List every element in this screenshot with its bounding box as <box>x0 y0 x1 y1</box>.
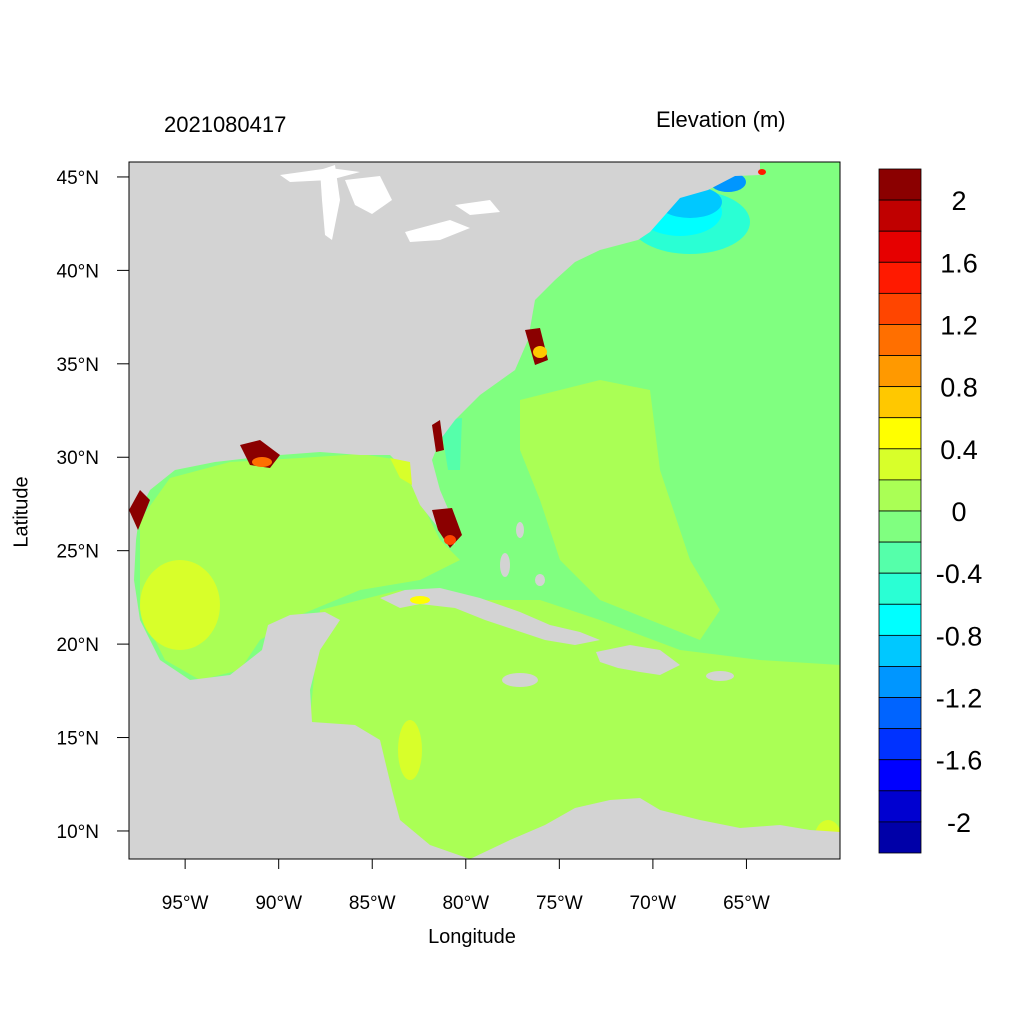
colorbar-label: -0.8 <box>936 621 983 651</box>
x-tick-label: 90°W <box>255 893 302 914</box>
lake-erie <box>405 220 470 242</box>
variable-title: Elevation (m) <box>656 107 786 132</box>
x-tick-label: 65°W <box>723 893 770 914</box>
central-america-coast-patch <box>398 720 422 780</box>
colorbar-swatch <box>878 790 922 823</box>
great-lakes <box>280 165 500 242</box>
pamlico-surge-core <box>533 346 547 358</box>
bahamas-island <box>535 574 545 586</box>
texas-surge <box>129 490 150 530</box>
colorbar-label: 2 <box>951 186 966 216</box>
y-tick-label: 30°N <box>57 448 99 469</box>
y-tick-label: 10°N <box>57 822 99 843</box>
y-tick-label: 40°N <box>57 261 99 282</box>
gulf-of-mexico <box>140 454 460 680</box>
colorbar: 2 1.6 1.2 0.8 0.4 0 -0.4 -0.8 -1.2 -1.6 -2 <box>878 168 983 854</box>
caribbean-sea <box>310 590 840 859</box>
bahamas-island <box>500 553 510 577</box>
colorbar-swatch <box>878 479 922 512</box>
colorbar-label: -1.2 <box>936 684 983 714</box>
x-tick-label: 85°W <box>349 893 396 914</box>
colorbar-swatch <box>878 261 922 294</box>
cuba <box>380 588 600 645</box>
colorbar-swatch <box>878 821 922 854</box>
colorbar-swatch <box>878 324 922 356</box>
nova-scotia-surge <box>758 169 766 175</box>
colorbar-label: -2 <box>947 808 971 838</box>
map-frame <box>128 161 841 860</box>
colorbar-label: 0.4 <box>940 435 978 465</box>
colorbar-swatch <box>878 572 922 605</box>
y-tick-label: 15°N <box>57 729 99 750</box>
colorbar-swatch <box>878 759 922 792</box>
x-axis-label: Longitude <box>428 926 516 948</box>
florida-keys-surge <box>444 535 456 545</box>
colorbar-swatch <box>878 666 922 698</box>
colorbar-swatch <box>878 634 922 667</box>
colorbar-swatch <box>878 448 922 481</box>
colorbar-swatch <box>878 168 922 201</box>
colorbar-swatch <box>878 292 922 325</box>
y-axis-ticks: 45°N 40°N 35°N 30°N 25°N 20°N 15°N 10°N <box>57 168 129 843</box>
south-america <box>470 798 840 859</box>
lake-michigan <box>320 165 340 240</box>
puerto-rico <box>706 671 734 681</box>
colorbar-label: 1.2 <box>940 310 978 340</box>
x-tick-label: 70°W <box>630 893 677 914</box>
colorbar-swatch <box>878 386 922 419</box>
colorbar-swatch <box>878 230 922 263</box>
western-gulf-patch <box>140 560 220 650</box>
colorbar-label: 0.8 <box>940 373 978 403</box>
big-bend-surge <box>390 458 412 485</box>
y-tick-label: 20°N <box>57 635 99 656</box>
coastal-surge <box>129 169 766 604</box>
jamaica <box>502 673 538 687</box>
louisiana-surge-core <box>252 457 272 467</box>
x-tick-label: 75°W <box>536 893 583 914</box>
colorbar-swatch <box>878 728 922 761</box>
colorbar-swatch <box>878 417 922 450</box>
hispaniola <box>596 645 680 675</box>
colorbar-swatch <box>878 697 922 730</box>
cuba-north-surge <box>410 596 430 604</box>
lake-ontario <box>455 200 500 215</box>
colorbar-swatch <box>878 510 922 543</box>
y-tick-label: 45°N <box>57 168 99 189</box>
colorbar-label: 0 <box>951 497 966 527</box>
x-tick-label: 80°W <box>442 893 489 914</box>
sargasso-high <box>520 380 720 640</box>
map-area <box>129 162 840 859</box>
timestamp-title: 2021080417 <box>164 112 287 137</box>
colorbar-label: -1.6 <box>936 746 983 776</box>
y-tick-label: 35°N <box>57 355 99 376</box>
colorbar-swatch <box>878 355 922 388</box>
colorbar-swatch <box>878 541 922 574</box>
lake-superior <box>280 168 360 182</box>
x-axis-ticks: 95°W 90°W 85°W 80°W 75°W 70°W 65°W <box>162 859 770 914</box>
georgia-surge <box>432 420 444 452</box>
colorbar-swatch <box>878 199 922 232</box>
colorbar-swatch <box>878 603 922 636</box>
colorbar-label: 1.6 <box>940 248 978 278</box>
y-tick-label: 25°N <box>57 542 99 563</box>
lake-huron <box>345 176 392 214</box>
colorbar-label: -0.4 <box>936 559 983 589</box>
x-tick-label: 95°W <box>162 893 209 914</box>
bahamas-island <box>516 522 524 538</box>
